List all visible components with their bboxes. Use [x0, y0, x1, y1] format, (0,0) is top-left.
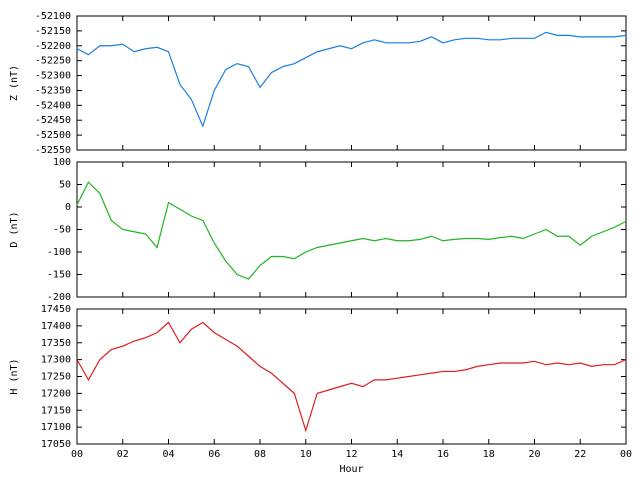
- plot-frame: [76, 15, 627, 151]
- x-tick-label: 14: [391, 449, 403, 460]
- x-tick-label: 00: [620, 449, 632, 460]
- y-axis-label: Z (nT): [9, 65, 20, 101]
- x-tick-label: 06: [208, 449, 220, 460]
- data-line: [76, 181, 627, 280]
- y-tick-label: 17050: [41, 439, 71, 450]
- y-tick-label: 50: [59, 180, 71, 191]
- y-axis-label: H (nT): [9, 358, 20, 394]
- y-tick-label: 17300: [41, 355, 71, 366]
- y-tick-label: -52550: [35, 145, 71, 156]
- y-tick-label: -52450: [35, 115, 71, 126]
- y-tick-label: -52200: [35, 41, 71, 52]
- y-axis-label: D (nT): [9, 211, 20, 247]
- y-tick-label: -52350: [35, 85, 71, 96]
- plot-frame: [76, 308, 627, 445]
- y-tick-label: 17100: [41, 422, 71, 433]
- y-tick-label: -50: [53, 225, 71, 236]
- x-tick-label: 22: [574, 449, 586, 460]
- y-tick-label: -52500: [35, 130, 71, 141]
- y-tick-label: -100: [47, 247, 71, 258]
- data-line: [76, 321, 627, 433]
- y-tick-label: -52300: [35, 71, 71, 82]
- x-tick-label: 18: [483, 449, 495, 460]
- x-tick-label: 16: [437, 449, 449, 460]
- x-tick-label: 20: [528, 449, 540, 460]
- x-tick-label: 04: [162, 449, 174, 460]
- y-tick-label: -52250: [35, 56, 71, 67]
- plot-frame: [76, 161, 627, 298]
- x-axis-label: Hour: [339, 464, 363, 475]
- y-tick-label: -200: [47, 292, 71, 303]
- y-tick-label: -150: [47, 270, 71, 281]
- x-tick-label: 02: [117, 449, 129, 460]
- y-tick-label: 17150: [41, 405, 71, 416]
- data-line: [76, 31, 627, 128]
- y-tick-label: -52100: [35, 11, 71, 22]
- y-tick-label: 0: [65, 202, 71, 213]
- x-tick-label: 12: [345, 449, 357, 460]
- y-tick-label: 100: [53, 157, 71, 168]
- y-tick-label: 17400: [41, 321, 71, 332]
- y-tick-label: -52400: [35, 100, 71, 111]
- y-tick-label: 17200: [41, 388, 71, 399]
- y-tick-label: 17250: [41, 372, 71, 383]
- x-tick-label: 08: [254, 449, 266, 460]
- y-tick-label: -52150: [35, 26, 71, 37]
- x-tick-label: 10: [300, 449, 312, 460]
- y-tick-label: 17350: [41, 338, 71, 349]
- y-tick-label: 17450: [41, 304, 71, 315]
- x-tick-label: 00: [71, 449, 83, 460]
